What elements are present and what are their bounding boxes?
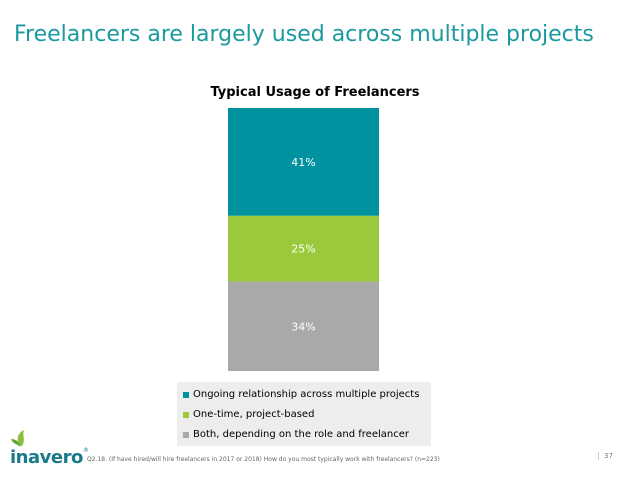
logo-wordmark: inavero®	[10, 447, 89, 468]
logo-text: inavero	[10, 447, 83, 468]
slide-title: Freelancers are largely used across mult…	[14, 22, 594, 47]
data-label-ongoing: 41%	[291, 156, 315, 169]
legend-item-both: Both, depending on the role and freelanc…	[183, 429, 409, 440]
footnote: Q2.18. (If have hired/will hire freelanc…	[87, 456, 440, 463]
bar-segment-both	[228, 281, 379, 371]
bar-segment-one-time	[228, 215, 379, 282]
page-number: 37	[598, 452, 613, 460]
logo-trademark: ®	[82, 447, 89, 454]
data-label-one-time: 25%	[291, 243, 315, 256]
legend-label-one-time: One-time, project-based	[193, 409, 315, 420]
legend-swatch-ongoing	[183, 391, 189, 398]
legend-label-both: Both, depending on the role and freelanc…	[193, 429, 409, 440]
data-label-both: 34%	[291, 320, 315, 333]
legend-swatch-both	[183, 431, 189, 438]
chart-legend: Ongoing relationship across multiple pro…	[177, 382, 431, 446]
legend-swatch-one-time	[183, 411, 189, 418]
legend-item-ongoing: Ongoing relationship across multiple pro…	[183, 389, 419, 400]
bar-segment-ongoing	[228, 108, 379, 216]
legend-label-ongoing: Ongoing relationship across multiple pro…	[193, 389, 420, 400]
inavero-logo-icon	[11, 430, 24, 447]
chart-title: Typical Usage of Freelancers	[210, 85, 420, 100]
legend-item-one-time: One-time, project-based	[183, 409, 314, 420]
